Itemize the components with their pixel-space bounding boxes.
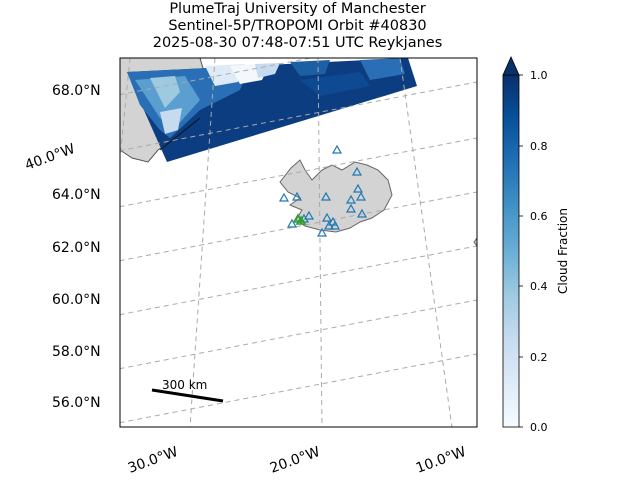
lat-label-62n: 62.0°N (52, 240, 101, 256)
lon-label-30w: 30.0°W (126, 444, 180, 477)
lat-label-60n: 60.0°N (52, 292, 101, 308)
volcano-markers (278, 144, 368, 237)
lon-label-10w: 10.0°W (414, 444, 468, 477)
colorbar-ticks (519, 74, 523, 428)
title-line-3: 2025-08-30 07:48-07:51 UTC Reykjanes (152, 35, 443, 51)
graticule (120, 58, 477, 427)
map-panel: 300 km (120, 58, 477, 427)
cloud-fraction-swath (127, 58, 417, 162)
colorbar-tick-0-4: 0.4 (530, 280, 548, 293)
colorbar-tick-0-8: 0.8 (530, 140, 548, 153)
scale-bar (151, 388, 224, 403)
greenland-coast (159, 117, 201, 151)
map-frame (119, 57, 478, 428)
colorbar-label: Cloud Fraction (556, 208, 570, 294)
colorbar-tick-0: 0.0 (530, 421, 548, 434)
title-line-2: Sentinel-5P/TROPOMI Orbit #40830 (168, 18, 427, 34)
source-markers (292, 213, 307, 225)
colorbar-tick-1: 1.0 (530, 69, 548, 82)
lat-label-56n: 56.0°N (52, 395, 101, 411)
colorbar-tick-0-2: 0.2 (530, 351, 548, 364)
lat-label-58n: 58.0°N (52, 344, 101, 360)
scale-bar-label: 300 km (162, 378, 207, 392)
colorbar: 0.0 0.2 0.4 0.6 0.8 1.0 Cloud Fraction (502, 56, 570, 434)
lon-label-20w: 20.0°W (268, 444, 322, 477)
lat-label-64n: 64.0°N (52, 187, 101, 203)
colorbar-gradient (502, 74, 520, 428)
lon-label-40w: 40.0°W (23, 141, 77, 174)
faroe-land (473, 237, 477, 247)
colorbar-tick-0-6: 0.6 (530, 210, 548, 223)
colorbar-extend-arrow (502, 56, 520, 76)
title-line-1: PlumeTraj University of Manchester (169, 1, 426, 17)
lat-label-68n: 68.0°N (52, 83, 101, 99)
